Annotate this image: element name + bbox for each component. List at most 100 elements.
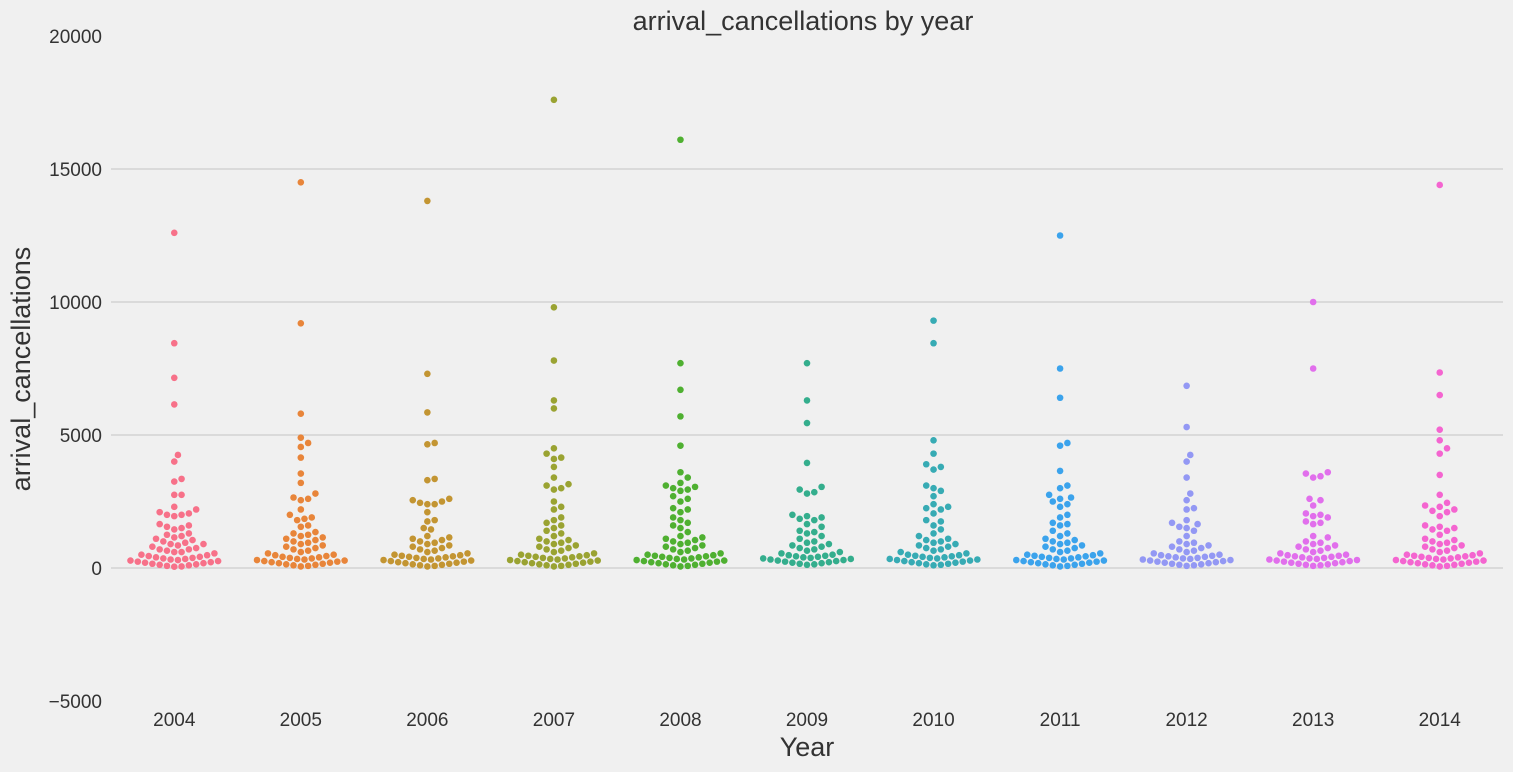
data-point bbox=[677, 442, 684, 449]
data-point bbox=[282, 535, 290, 543]
data-point bbox=[550, 524, 558, 532]
data-point bbox=[185, 522, 193, 529]
data-point bbox=[669, 522, 677, 529]
data-point bbox=[170, 478, 178, 485]
data-point bbox=[1168, 543, 1176, 551]
data-point bbox=[420, 524, 428, 532]
data-point bbox=[170, 503, 178, 511]
data-point bbox=[1034, 559, 1042, 567]
data-point bbox=[1150, 550, 1158, 557]
data-point bbox=[297, 532, 305, 540]
data-point bbox=[1472, 558, 1480, 565]
data-point bbox=[203, 551, 211, 559]
data-point bbox=[185, 562, 193, 569]
data-point bbox=[1053, 555, 1060, 563]
y-tick-label: −5000 bbox=[49, 692, 102, 713]
data-point bbox=[517, 551, 525, 558]
data-point bbox=[1436, 426, 1444, 433]
data-point bbox=[312, 528, 319, 536]
data-point bbox=[713, 558, 721, 565]
data-point bbox=[286, 554, 294, 562]
data-point bbox=[319, 542, 327, 549]
data-point bbox=[803, 561, 811, 569]
data-point bbox=[1309, 474, 1317, 481]
data-point bbox=[424, 476, 431, 484]
data-point bbox=[911, 552, 919, 560]
data-point bbox=[449, 552, 457, 560]
data-point bbox=[1410, 552, 1418, 560]
data-point bbox=[1291, 552, 1299, 560]
data-point bbox=[1414, 559, 1422, 567]
data-point bbox=[930, 466, 937, 473]
data-point bbox=[832, 557, 840, 565]
data-point bbox=[189, 554, 196, 562]
data-point bbox=[796, 535, 803, 543]
data-point bbox=[297, 443, 305, 451]
data-point bbox=[1049, 527, 1057, 535]
data-point bbox=[536, 560, 543, 568]
data-point bbox=[803, 530, 811, 537]
data-point bbox=[897, 548, 904, 556]
data-point bbox=[271, 551, 279, 559]
data-point bbox=[684, 519, 692, 527]
data-point bbox=[409, 535, 417, 543]
data-point bbox=[647, 558, 655, 566]
data-point bbox=[1317, 562, 1324, 569]
data-point bbox=[1324, 560, 1332, 568]
data-point bbox=[1436, 369, 1444, 376]
data-point bbox=[948, 552, 956, 560]
data-point bbox=[1429, 546, 1436, 553]
data-point bbox=[178, 532, 185, 540]
data-point bbox=[930, 450, 937, 457]
data-point bbox=[178, 563, 185, 570]
data-point bbox=[290, 530, 297, 537]
data-point bbox=[699, 534, 706, 541]
data-point bbox=[301, 515, 308, 523]
data-point bbox=[181, 539, 189, 547]
data-point bbox=[424, 500, 431, 508]
data-point bbox=[170, 563, 178, 570]
data-point bbox=[1042, 543, 1049, 551]
data-point bbox=[514, 557, 521, 565]
data-point bbox=[691, 544, 699, 552]
data-point bbox=[803, 512, 811, 520]
data-point bbox=[163, 523, 171, 531]
data-point bbox=[1339, 558, 1346, 566]
data-point bbox=[211, 550, 218, 557]
data-point bbox=[1176, 546, 1183, 553]
data-point bbox=[576, 552, 583, 560]
data-point bbox=[424, 508, 431, 516]
data-point bbox=[818, 514, 825, 521]
data-point bbox=[554, 556, 561, 563]
data-point bbox=[1049, 538, 1057, 545]
data-point bbox=[677, 479, 684, 487]
data-point bbox=[666, 554, 673, 562]
data-point bbox=[677, 413, 684, 420]
data-point bbox=[583, 551, 591, 559]
data-point bbox=[568, 554, 576, 561]
data-point bbox=[1100, 557, 1108, 564]
data-point bbox=[1183, 506, 1190, 513]
data-point bbox=[1436, 503, 1444, 511]
data-point bbox=[127, 557, 134, 564]
x-tick-label: 2005 bbox=[280, 710, 322, 731]
data-point bbox=[792, 552, 800, 560]
data-point bbox=[1436, 450, 1444, 457]
data-point bbox=[297, 506, 305, 513]
data-point bbox=[930, 339, 937, 347]
data-point bbox=[789, 542, 796, 549]
data-point bbox=[1064, 539, 1071, 547]
data-point bbox=[702, 552, 710, 560]
data-point bbox=[282, 560, 290, 568]
data-point bbox=[264, 550, 272, 557]
data-point bbox=[290, 538, 297, 545]
data-point bbox=[409, 496, 417, 504]
data-point bbox=[915, 559, 923, 567]
x-tick-label: 2009 bbox=[786, 710, 828, 731]
data-point bbox=[1064, 547, 1071, 555]
data-point bbox=[431, 516, 438, 524]
data-point bbox=[818, 532, 825, 540]
data-point bbox=[829, 551, 836, 558]
data-point bbox=[1317, 539, 1324, 547]
data-point bbox=[1392, 556, 1400, 564]
